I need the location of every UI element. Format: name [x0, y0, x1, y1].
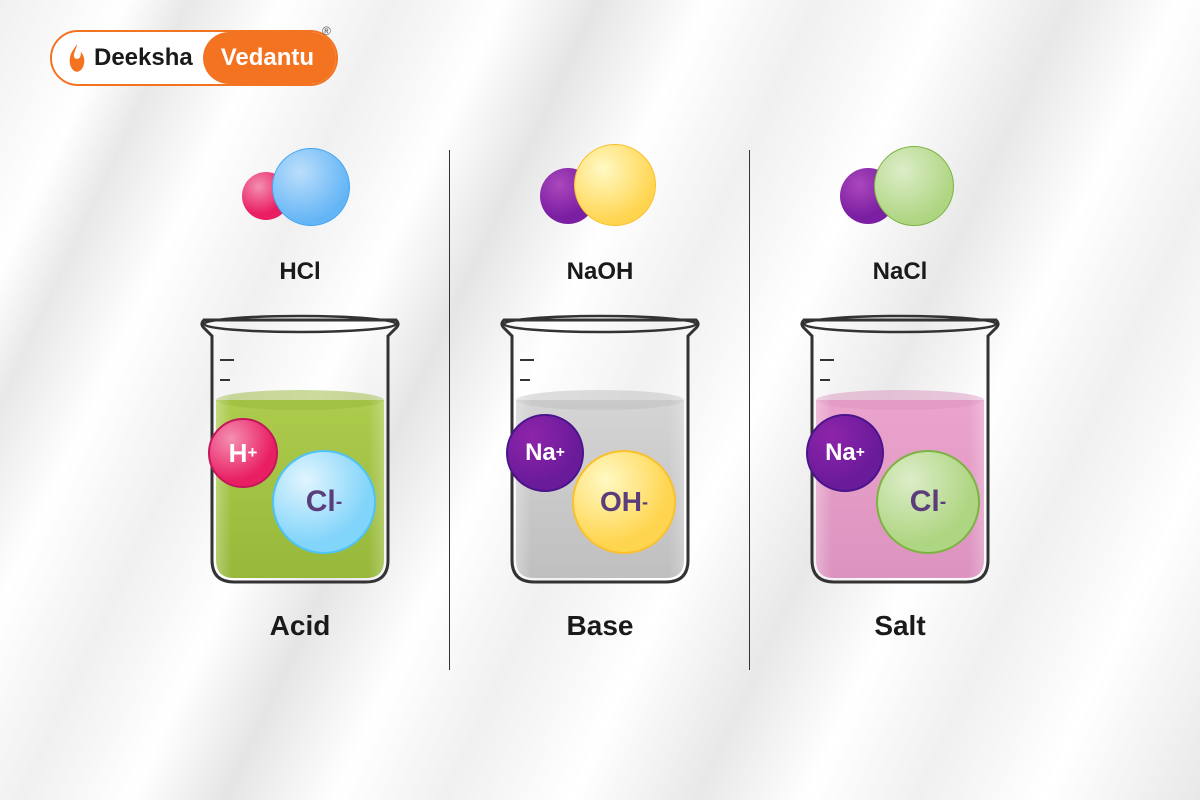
flame-icon	[66, 44, 88, 72]
brand-logo: Deeksha Vedantu	[50, 30, 338, 86]
panel-salt: NaCl Na+Cl- Salt	[750, 130, 1050, 750]
category-label: Salt	[874, 610, 925, 642]
ion-oh: OH-	[572, 450, 676, 554]
formula-label: NaCl	[873, 258, 928, 286]
category-label: Base	[567, 610, 634, 642]
atom-large	[874, 146, 954, 226]
formula-label: NaOH	[567, 258, 634, 286]
ion-cl: Cl-	[272, 450, 376, 554]
logo-left-segment: Deeksha	[52, 32, 211, 84]
logo-left-text: Deeksha	[94, 44, 193, 72]
logo-right-segment: Vedantu	[203, 32, 336, 84]
atom-large	[272, 148, 350, 226]
registered-mark: ®	[322, 24, 331, 38]
panel-acid: HCl H+Cl- Acid	[150, 130, 450, 750]
category-label: Acid	[270, 610, 331, 642]
molecule-hcl	[230, 130, 370, 250]
panel-base: NaOH Na+OH- Base	[450, 130, 750, 750]
molecule-nacl	[830, 130, 970, 250]
ion-na: Na+	[806, 414, 884, 492]
beaker-acid: H+Cl-	[180, 310, 420, 590]
ion-na: Na+	[506, 414, 584, 492]
beaker-base: Na+OH-	[480, 310, 720, 590]
panels-container: HCl H+Cl-AcidNaOH	[150, 130, 1050, 750]
beaker-salt: Na+Cl-	[780, 310, 1020, 590]
ion-h: H+	[208, 418, 278, 488]
molecule-naoh	[530, 130, 670, 250]
ion-cl: Cl-	[876, 450, 980, 554]
formula-label: HCl	[279, 258, 320, 286]
logo-right-text: Vedantu	[221, 44, 314, 72]
atom-large	[574, 144, 656, 226]
